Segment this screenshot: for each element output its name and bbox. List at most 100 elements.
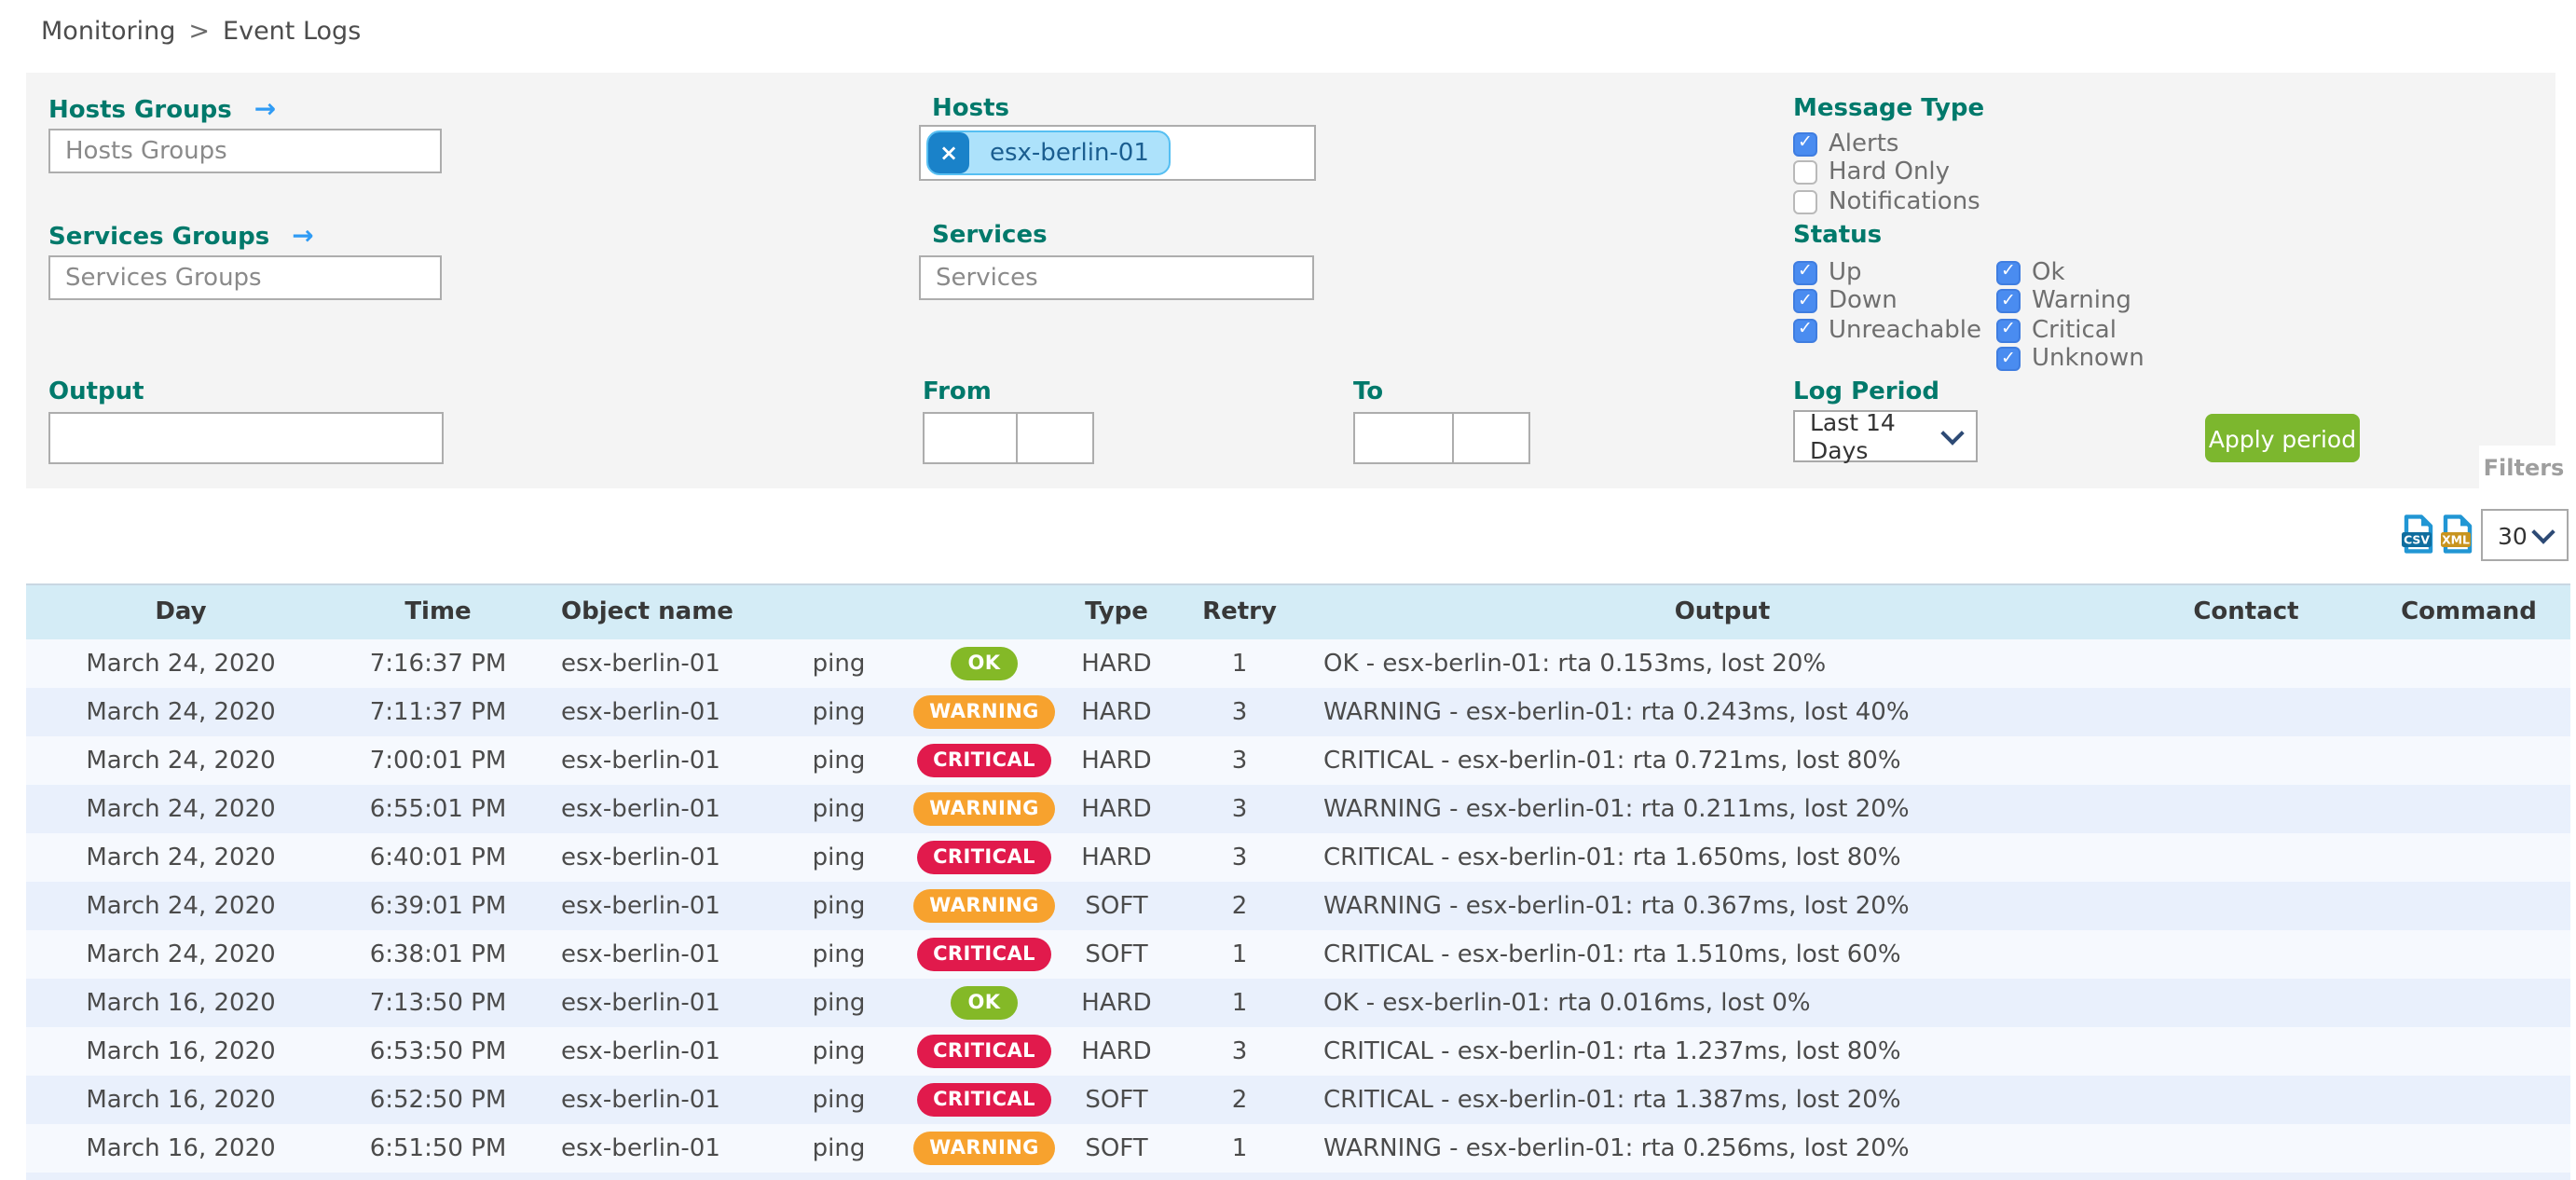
status-badge: CRITICAL: [916, 1083, 1052, 1117]
cell-type: SOFT: [1085, 940, 1148, 968]
filter-panel: Hosts Groups→ Hosts × esx-berlin-01 Serv…: [26, 73, 2555, 488]
table-row[interactable]: March 16, 2020 6:51:50 PM esx-berlin-01 pin…: [26, 1124, 2570, 1173]
status-badge: CRITICAL: [916, 938, 1052, 971]
checkbox-unreachable[interactable]: ✓ Unreachable: [1793, 316, 1981, 344]
services-input[interactable]: [919, 255, 1314, 300]
header-retry[interactable]: Retry: [1202, 598, 1277, 626]
message-type-list: ✓ Alerts Hard Only Notifications: [1793, 130, 1980, 215]
checkbox-warning[interactable]: ✓ Warning: [1996, 287, 2144, 315]
header-type[interactable]: Type: [1085, 598, 1148, 626]
table-row[interactable]: March 16, 2020 7:13:50 PM esx-berlin-01 pin…: [26, 979, 2570, 1027]
log-period-select[interactable]: Last 14 Days: [1793, 408, 1978, 464]
checked-checkbox-icon[interactable]: ✓: [1793, 289, 1817, 313]
breadcrumb-monitoring[interactable]: Monitoring: [41, 17, 176, 47]
cell-retry: 3: [1231, 795, 1248, 823]
table-row[interactable]: March 24, 2020 6:39:01 PM esx-berlin-01 pin…: [26, 882, 2570, 930]
from-label: From: [923, 378, 992, 406]
cell-service: ping: [812, 989, 866, 1017]
status-badge: CRITICAL: [916, 1035, 1052, 1068]
header-output[interactable]: Output: [1674, 598, 1771, 626]
hosts-groups-input[interactable]: [48, 129, 442, 173]
message-type-label: Message Type: [1793, 95, 1985, 123]
cell-status: CRITICAL: [895, 744, 1074, 777]
checked-checkbox-icon[interactable]: ✓: [1793, 131, 1817, 156]
cell-time: 6:52:50 PM: [369, 1086, 507, 1114]
cell-retry: 2: [1231, 1086, 1248, 1114]
cell-type: SOFT: [1085, 892, 1148, 920]
chevron-down-icon: [2531, 519, 2555, 543]
cell-type: HARD: [1081, 795, 1152, 823]
table-row[interactable]: March 24, 2020 6:55:01 PM esx-berlin-01 pin…: [26, 785, 2570, 833]
services-label: Services: [932, 222, 1048, 250]
checkbox-up[interactable]: ✓ Up: [1793, 258, 1981, 286]
checkbox-notifications[interactable]: Notifications: [1793, 187, 1980, 215]
unchecked-checkbox-icon[interactable]: [1793, 160, 1817, 185]
output-input[interactable]: [48, 412, 444, 464]
from-date-input[interactable]: [923, 412, 1018, 464]
services-groups-arrow-icon[interactable]: →: [292, 222, 314, 252]
cell-service: ping: [812, 844, 866, 871]
services-groups-input[interactable]: [48, 255, 442, 300]
table-row[interactable]: March 24, 2020 7:16:37 PM esx-berlin-01 pin…: [26, 639, 2570, 688]
cell-service: ping: [812, 698, 866, 726]
checked-checkbox-icon[interactable]: ✓: [1996, 289, 2021, 313]
cell-retry: 3: [1231, 1037, 1248, 1065]
table-row[interactable]: March 16, 2020 6:53:50 PM esx-berlin-01 pin…: [26, 1027, 2570, 1076]
to-date-input[interactable]: [1353, 412, 1454, 464]
xml-export-icon[interactable]: XML: [2440, 515, 2473, 554]
chip-remove-icon[interactable]: ×: [928, 132, 969, 173]
checkbox-down[interactable]: ✓ Down: [1793, 287, 1981, 315]
unchecked-checkbox-icon[interactable]: [1793, 189, 1817, 213]
to-time-input[interactable]: [1452, 412, 1530, 464]
cell-day: March 16, 2020: [86, 1037, 276, 1065]
header-object-name[interactable]: Object name: [561, 598, 733, 626]
header-time[interactable]: Time: [404, 598, 472, 626]
output-label: Output: [48, 378, 144, 406]
checkbox-ok[interactable]: ✓ Ok: [1996, 258, 2144, 286]
apply-period-button[interactable]: Apply period: [2205, 414, 2360, 462]
table-row[interactable]: March 24, 2020 6:38:01 PM esx-berlin-01 pin…: [26, 930, 2570, 979]
checked-checkbox-icon[interactable]: ✓: [1793, 260, 1817, 284]
status-list-service: ✓ Ok ✓ Warning ✓ Critical ✓ Unknown: [1996, 258, 2144, 373]
table-row[interactable]: March 16, 2020 6:52:50 PM esx-berlin-01 pin…: [26, 1076, 2570, 1124]
cell-status: CRITICAL: [895, 1035, 1074, 1068]
cell-output: CRITICAL - esx-berlin-01: rta 1.650ms, l…: [1323, 844, 1901, 871]
checked-checkbox-icon[interactable]: ✓: [1793, 318, 1817, 342]
table-row[interactable]: March 24, 2020 7:00:01 PM esx-berlin-01 pin…: [26, 736, 2570, 785]
header-day[interactable]: Day: [155, 598, 207, 626]
breadcrumb: Monitoring > Event Logs: [41, 17, 361, 47]
checkbox-critical[interactable]: ✓ Critical: [1996, 316, 2144, 344]
header-command[interactable]: Command: [2401, 598, 2537, 626]
checked-checkbox-icon[interactable]: ✓: [1996, 347, 2021, 371]
header-contact[interactable]: Contact: [2193, 598, 2299, 626]
cell-output: WARNING - esx-berlin-01: rta 0.367ms, lo…: [1323, 892, 1910, 920]
cell-output: WARNING - esx-berlin-01: rta 0.211ms, lo…: [1323, 795, 1910, 823]
cell-retry: 2: [1231, 892, 1248, 920]
checkbox-label: Unknown: [2032, 345, 2144, 373]
cell-day: March 24, 2020: [86, 747, 276, 775]
checked-checkbox-icon[interactable]: ✓: [1996, 260, 2021, 284]
hosts-groups-arrow-icon[interactable]: →: [253, 95, 277, 125]
checkbox-unknown[interactable]: ✓ Unknown: [1996, 345, 2144, 373]
hosts-input[interactable]: × esx-berlin-01: [919, 125, 1316, 181]
checkbox-hard-only[interactable]: Hard Only: [1793, 158, 1980, 186]
cell-status: WARNING: [895, 889, 1074, 923]
filters-tab[interactable]: Filters: [2479, 446, 2569, 488]
table-row[interactable]: March 24, 2020 7:11:37 PM esx-berlin-01 pin…: [26, 688, 2570, 736]
page-size-select[interactable]: 30: [2481, 509, 2569, 561]
checked-checkbox-icon[interactable]: ✓: [1996, 318, 2021, 342]
cell-output: WARNING - esx-berlin-01: rta 0.243ms, lo…: [1323, 698, 1910, 726]
cell-retry: 1: [1231, 1134, 1248, 1162]
checkbox-alerts[interactable]: ✓ Alerts: [1793, 130, 1980, 158]
cell-day: March 24, 2020: [86, 698, 276, 726]
csv-export-icon[interactable]: CSV: [2401, 515, 2434, 554]
status-badge: WARNING: [912, 1132, 1056, 1165]
cell-service: ping: [812, 1134, 866, 1162]
status-badge: CRITICAL: [916, 744, 1052, 777]
cell-time: 6:51:50 PM: [369, 1134, 507, 1162]
from-time-input[interactable]: [1016, 412, 1094, 464]
checkbox-label: Unreachable: [1829, 316, 1981, 344]
cell-type: HARD: [1081, 698, 1152, 726]
table-row[interactable]: March 24, 2020 6:40:01 PM esx-berlin-01 pin…: [26, 833, 2570, 882]
